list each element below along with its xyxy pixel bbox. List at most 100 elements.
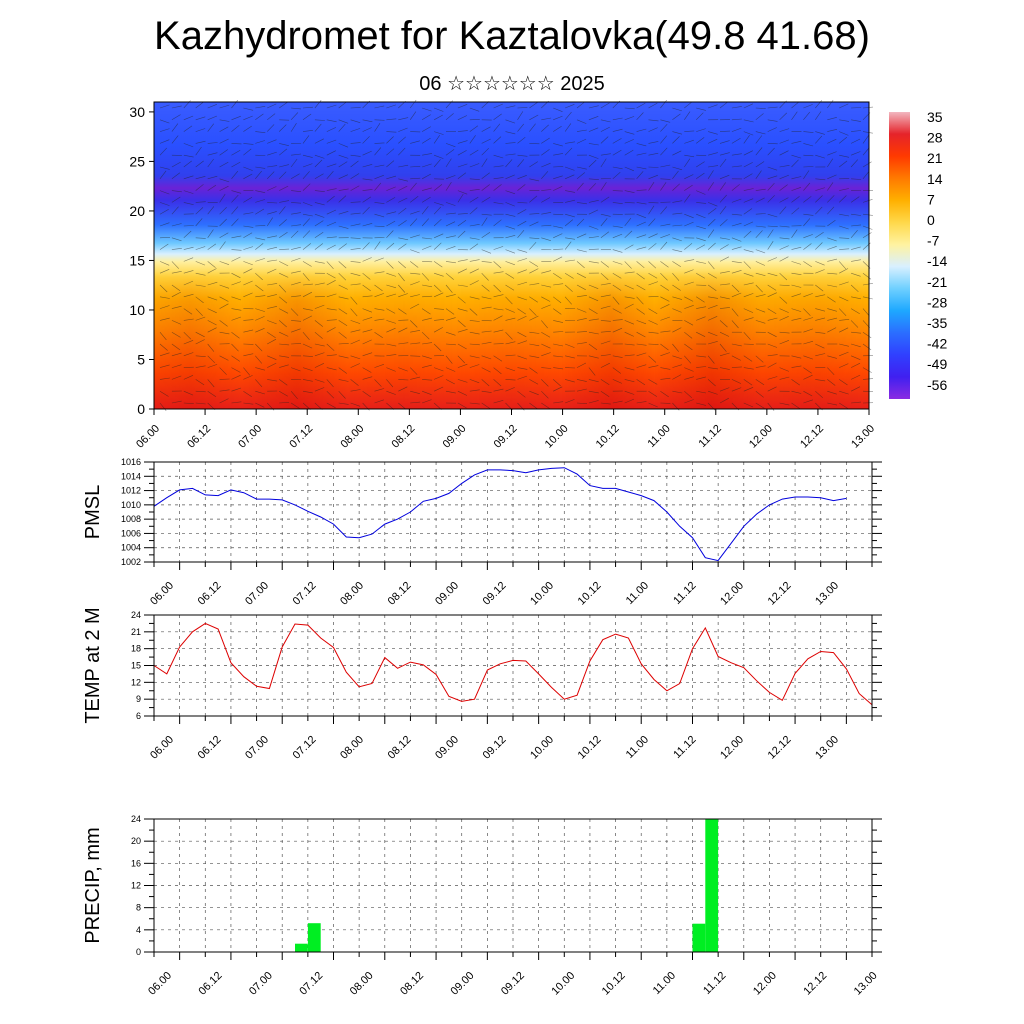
y-tick-label-16: 16 [131,858,141,868]
y-axis-title: TEMP at 2 M [82,607,104,723]
page-title: Kazhydromet for Kaztalovka(49.8 41.68) [154,14,870,58]
y-tick-label-25: 25 [129,153,145,169]
colorbar-label-8: -21 [927,274,947,290]
colorbar-label-2: 21 [927,150,943,166]
temp-2m-chart: 6 9 12 15 18 21 24 06.00 06.12 07.00 07.12 08.00 08.… [82,607,882,762]
colorbar-label-13: -56 [927,377,947,393]
x-tick-label-2: 07.00 [236,423,264,451]
y-tick-label-30: 30 [129,104,145,120]
x-tick-label-14: 13.00 [813,734,841,762]
x-tick-label-5: 08.12 [386,734,414,762]
x-tick-label-0: 06.00 [148,734,176,762]
x-tick-label-9: 10.12 [594,423,622,451]
x-tick-label-2: 07.00 [243,734,271,762]
y-tick-label-9: 9 [136,694,141,704]
x-tick-label-7: 09.12 [499,970,527,998]
y-tick-label-6: 6 [136,711,141,721]
x-tick-label-1: 06.12 [196,734,224,762]
colorbar-label-0: 35 [927,109,943,125]
x-tick-label-14: 13.00 [852,970,880,998]
x-tick-label-13: 12.12 [801,970,829,998]
x-tick-label-3: 07.12 [291,734,319,762]
x-tick-label-3: 07.12 [297,970,325,998]
grid-lines [154,615,872,716]
colorbar-label-4: 7 [927,191,935,207]
y-tick-label-5: 5 [137,351,145,367]
y-tick-label-4: 4 [136,925,141,935]
y-tick-label-8: 8 [136,903,141,913]
y-tick-label-1012: 1012 [121,486,141,496]
colorbar [889,112,910,399]
y-tick-label-1006: 1006 [121,528,141,538]
x-tick-label-9: 10.12 [576,734,604,762]
x-tick-label-10: 11.00 [624,734,651,761]
colorbar-label-12: -49 [927,356,947,372]
x-tick-label-10: 11.00 [651,970,678,997]
x-tick-label-12: 12.00 [718,734,746,762]
x-tick-label-0: 06.00 [146,970,174,998]
y-tick-label-12: 12 [131,677,141,687]
y-tick-label-1010: 1010 [121,500,141,510]
x-tick-label-6: 09.00 [449,970,477,998]
y-tick-label-20: 20 [129,203,145,219]
y-axis-title: PMSL [82,485,104,539]
series-line [153,467,847,562]
y-tick-label-10: 10 [129,302,145,318]
x-tick-label-8: 10.00 [528,734,556,762]
x-tick-label-0: 06.00 [134,423,162,451]
x-tick-label-3: 07.12 [287,423,315,451]
x-tick-label-4: 08.00 [338,423,366,451]
y-tick-label-0: 0 [136,947,141,957]
x-tick-label-13: 12.12 [766,734,794,762]
y-tick-label-1002: 1002 [121,557,141,567]
x-tick-label-9: 10.12 [600,970,628,998]
x-tick-label-5: 08.12 [398,970,426,998]
y-tick-label-24: 24 [131,610,141,620]
x-tick-label-11: 11.12 [671,734,698,761]
colorbar-label-7: -14 [927,253,947,269]
y-tick-label-0: 0 [137,401,145,417]
x-tick-label-8: 10.00 [543,423,571,451]
y-tick-label-21: 21 [131,627,141,637]
x-tick-label-5: 08.12 [390,423,418,451]
x-tick-label-12: 12.00 [751,970,779,998]
precip-bar-1 [307,923,321,952]
x-tick-label-7: 09.12 [492,423,520,451]
y-tick-label-15: 15 [131,661,141,671]
x-tick-label-11: 11.12 [701,970,728,997]
y-axis-title: PRECIP, mm [82,827,104,943]
precip-bar-0 [295,943,308,952]
y-tick-label-12: 12 [131,881,141,891]
x-tick-label-11: 11.12 [697,423,724,450]
x-tick-label-6: 09.00 [433,734,461,762]
wind-barbs [159,99,874,411]
y-tick-label-1016: 1016 [121,457,141,467]
x-tick-label-8: 10.00 [549,970,577,998]
grid-lines [154,819,872,952]
colorbar-label-1: 28 [927,130,943,146]
colorbar-label-10: -35 [927,315,947,331]
colorbar-label-9: -28 [927,294,947,310]
x-tick-label-1: 06.12 [185,423,213,451]
x-tick-label-10: 11.00 [645,423,672,450]
colorbar-label-3: 14 [927,171,943,187]
x-tick-label-7: 09.12 [481,734,509,762]
x-tick-label-12: 12.00 [747,423,775,451]
y-tick-label-1008: 1008 [121,514,141,524]
x-tick-label-13: 12.12 [798,423,826,451]
y-tick-label-1014: 1014 [121,471,141,481]
x-tick-label-1: 06.12 [197,970,225,998]
x-tick-label-14: 13.00 [849,423,877,451]
temperature-cross-section-chart: 0 5 10 15 20 25 30 06.00 06.12 07.00 07.12 08.00 08.… [129,99,947,451]
series-line [153,622,873,706]
y-tick-label-18: 18 [131,644,141,654]
y-tick-label-20: 20 [131,836,141,846]
precip-bar-3 [705,819,719,952]
precip-bar-2 [692,923,706,952]
precip-chart: 0 4 8 12 16 20 24 06.00 06.12 07.00 07.12 08.00 08.1… [82,814,882,998]
y-tick-label-15: 15 [129,252,145,268]
page-subtitle: 06 ☆☆☆☆☆☆ 2025 [419,73,605,95]
colorbar-label-5: 0 [927,212,935,228]
